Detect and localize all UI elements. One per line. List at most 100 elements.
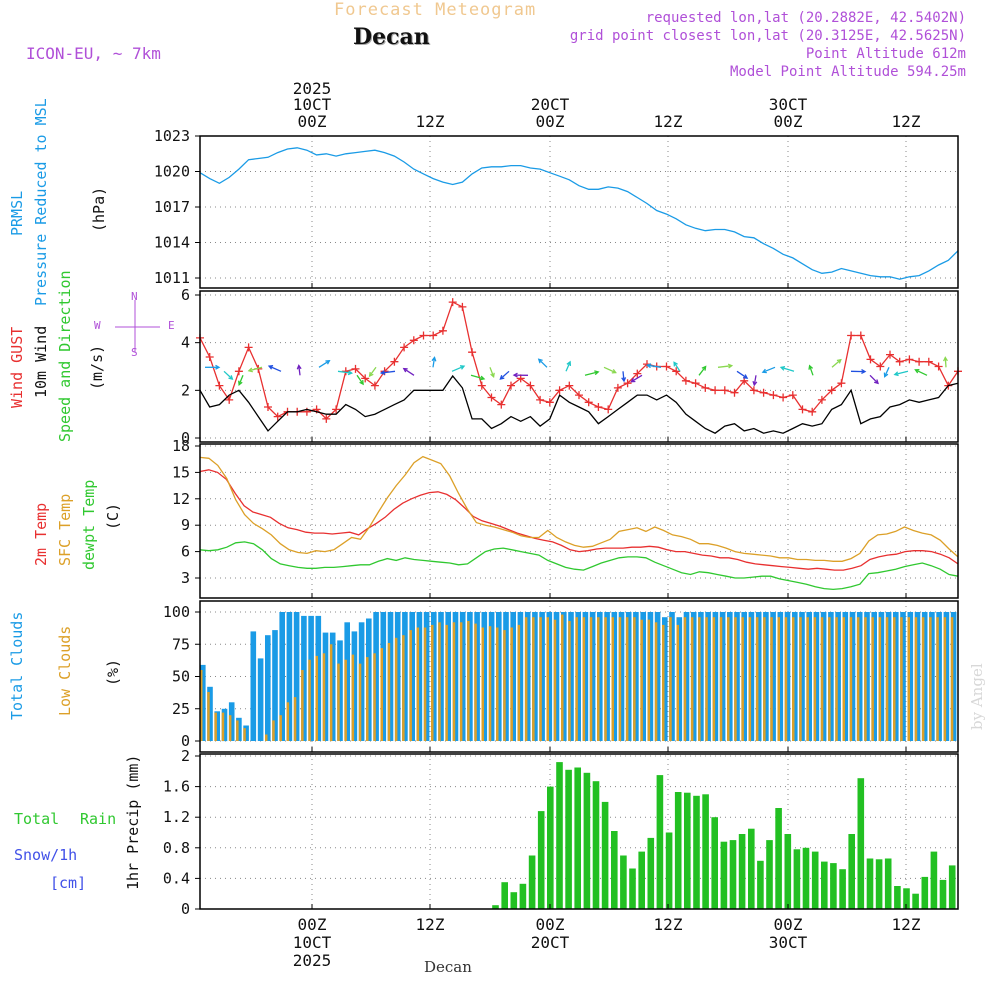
precip-bar	[757, 860, 764, 909]
wind-gust-point	[351, 364, 360, 373]
total-clouds-bar	[257, 658, 264, 741]
wind-ytick-label: 6	[181, 286, 190, 304]
total-clouds-bar	[921, 612, 928, 741]
total-clouds-bar	[690, 612, 697, 741]
total-clouds-bar	[698, 612, 704, 741]
wind-arrow	[565, 361, 571, 372]
total-clouds-bar	[358, 622, 365, 741]
low-clouds-bar	[510, 627, 513, 741]
total-clouds-bar	[712, 612, 719, 741]
pressure-frame	[199, 135, 959, 289]
bottom-time-label: 20CT	[531, 933, 570, 952]
precip-ytick-label: 1.6	[163, 778, 190, 796]
wind-arrow	[248, 366, 263, 372]
total-clouds-bar	[748, 612, 755, 741]
low-clouds-bar	[373, 653, 376, 741]
precip-ytick-label: 0.4	[163, 869, 190, 887]
total-clouds-bar	[546, 612, 553, 741]
temperature-ytick-label: 3	[181, 569, 190, 587]
total-clouds-bar	[705, 612, 711, 741]
precip-bar	[793, 849, 801, 909]
wind-gust-point	[526, 381, 535, 390]
low-clouds-bar	[885, 617, 889, 741]
precip-bar	[884, 858, 892, 909]
wind-gust-point	[400, 343, 409, 352]
low-clouds-bar	[496, 627, 499, 741]
wind-gust-point	[623, 379, 632, 388]
wind-arrow-head	[621, 377, 627, 383]
low-clouds-bar	[459, 622, 463, 741]
bottom-time-label: 12Z	[892, 915, 921, 934]
low-clouds-bar	[589, 617, 593, 741]
low-clouds-bar	[315, 655, 318, 741]
low-clouds-bar	[893, 617, 896, 741]
wind-gust-point	[477, 381, 486, 390]
wind-gust-point	[779, 393, 788, 402]
total-clouds-bar	[878, 612, 885, 741]
wind-gust-point	[205, 353, 214, 361]
low-clouds-bar	[806, 617, 809, 741]
low-clouds-bar	[214, 712, 217, 741]
wind-gust-point	[701, 383, 710, 392]
total-clouds-bar	[676, 617, 683, 741]
low-clouds-bar	[279, 715, 282, 741]
low-clouds-bar	[438, 622, 441, 741]
total-clouds-bar	[893, 612, 899, 741]
precip-bar	[784, 834, 792, 909]
total-clouds-bar	[727, 612, 733, 741]
wind-arrow-head	[228, 375, 234, 381]
precip-bar	[848, 834, 855, 909]
total-clouds-bar	[669, 612, 675, 741]
wind-arrow-head	[347, 370, 354, 376]
total-clouds-bar	[842, 612, 849, 741]
low-clouds-bar	[921, 617, 925, 741]
wind-gust-point	[759, 388, 768, 397]
total-clouds-bar	[777, 612, 784, 741]
compass-south: S	[131, 346, 138, 359]
wind-gust-point	[215, 381, 224, 390]
wind-arrow-head	[368, 371, 374, 378]
total-clouds-bar	[200, 664, 206, 741]
low-clouds-bar	[669, 617, 672, 741]
total-clouds-bar	[402, 612, 408, 741]
low-clouds-bar	[878, 617, 882, 741]
wind-ytick-label: 2	[181, 381, 190, 399]
precip-bar	[583, 772, 591, 909]
precip-bar	[939, 879, 947, 909]
wind-arrow-head	[808, 364, 814, 370]
low-clouds-bar	[431, 624, 434, 741]
wind-gust-point	[390, 357, 399, 366]
wind-gust-point	[419, 331, 428, 340]
wind-gust-point	[720, 386, 729, 395]
low-clouds-bar	[900, 617, 903, 741]
wind-arrow	[944, 357, 947, 368]
wind-gust-point	[856, 331, 865, 340]
low-clouds-bar	[777, 617, 780, 741]
bottom-time-label: 10CT	[293, 933, 332, 952]
wind-gust-point	[876, 362, 885, 371]
precip-bar	[611, 831, 618, 909]
wind-arrow-head	[883, 372, 889, 378]
wind-gust-point	[905, 355, 914, 364]
low-clouds-bar	[936, 617, 939, 741]
total-clouds-bar	[755, 612, 762, 741]
wind-arrow	[603, 366, 616, 374]
total-clouds-bar	[207, 686, 213, 741]
snow-label: Snow/1h	[14, 846, 78, 864]
precip-bar	[547, 786, 554, 909]
total-clouds-bar	[445, 612, 451, 741]
total-clouds-bar	[409, 612, 415, 741]
total-clouds-bar	[813, 612, 820, 741]
wind-arrow	[268, 365, 282, 372]
total-clouds-bar	[308, 615, 314, 741]
low-clouds-bar	[243, 728, 246, 741]
wind-arrow-head	[512, 372, 518, 378]
total-clouds-bar	[936, 612, 942, 741]
low-clouds-bar	[929, 617, 932, 741]
low-clouds-bar	[640, 619, 643, 741]
wind-gust-point	[448, 298, 457, 307]
wind-arrow-head	[490, 372, 495, 378]
low-clouds-bar	[914, 617, 918, 741]
bottom-time-label: 00Z	[536, 915, 565, 934]
wind-gust-point	[749, 386, 758, 395]
